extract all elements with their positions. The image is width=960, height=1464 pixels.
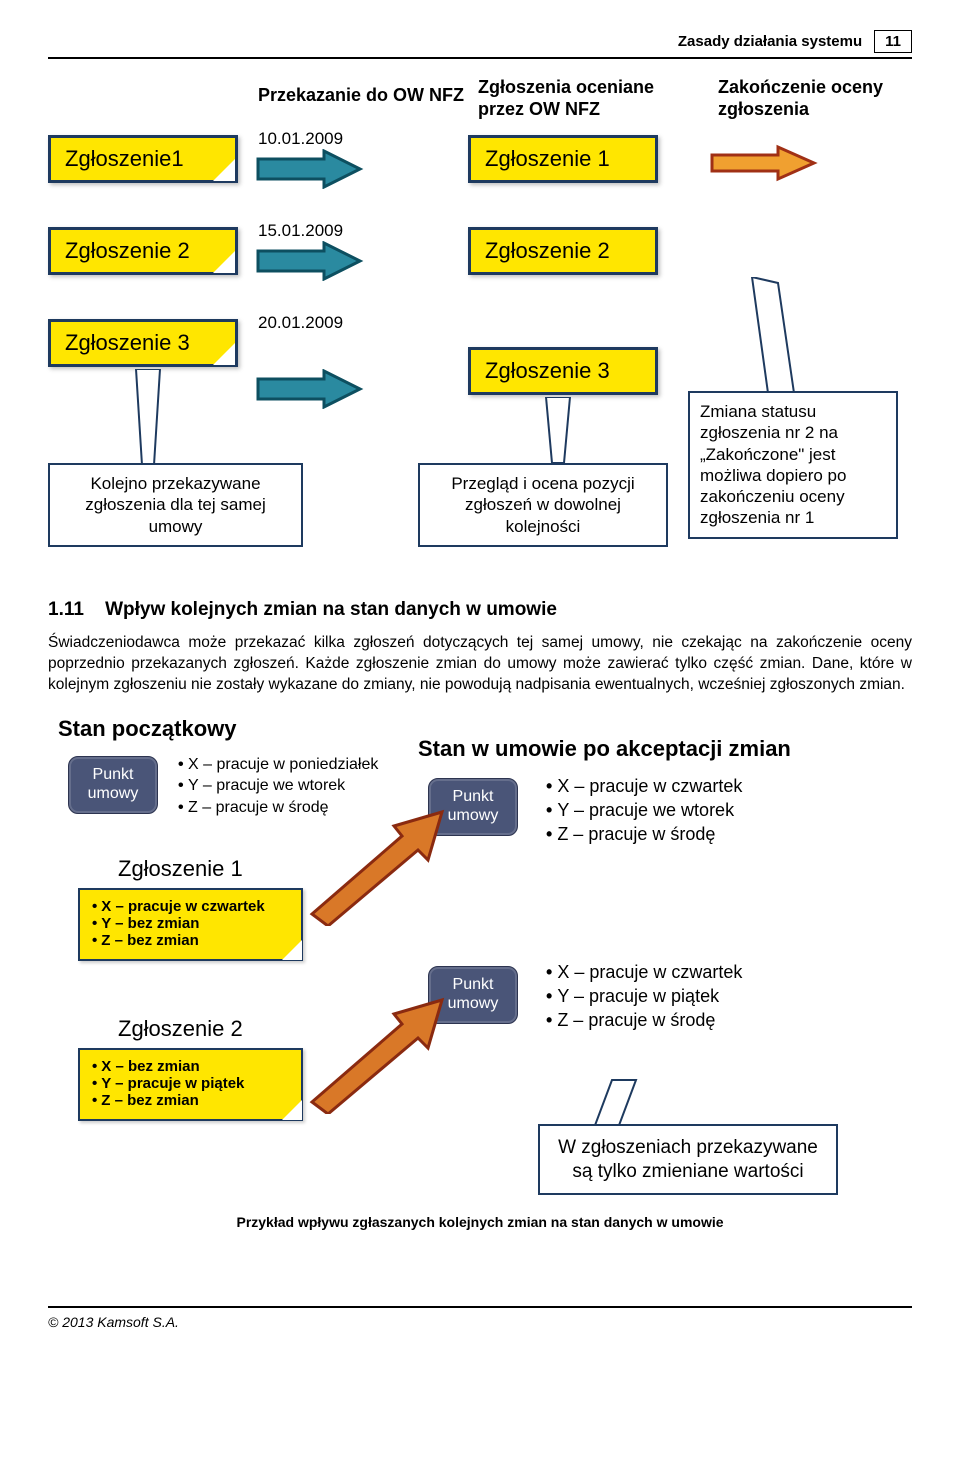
teal-arrow-icon: [254, 149, 364, 189]
section-title: Wpływ kolejnych zmian na stan danych w u…: [105, 599, 557, 620]
d2-zg1-title: Zgłoszenie 1: [118, 856, 243, 882]
section-heading: 1.11 Wpływ kolejnych zmian na stan danyc…: [48, 599, 912, 621]
d1-col-left: Przekazanie do OW NFZ: [258, 85, 468, 107]
d2-zg2-title: Zgłoszenie 2: [118, 1016, 243, 1042]
callout-pointer-icon: [748, 277, 808, 397]
d2-zg2-box: X – bez zmian Y – pracuje w piątek Z – b…: [78, 1048, 303, 1121]
d1-date-1: 10.01.2009: [258, 129, 343, 149]
d1-col-right: Zakończenie oceny zgłoszenia: [718, 77, 918, 120]
page-footer: © 2013 Kamsoft S.A.: [48, 1306, 912, 1330]
d1-left-1: Zgłoszenie1: [48, 135, 238, 183]
header-title: Zasady działania systemu: [678, 33, 862, 50]
d1-mid-1: Zgłoszenie 1: [468, 135, 658, 183]
callout-pointer-icon: [128, 369, 168, 469]
orange-arrow-icon: [306, 994, 446, 1114]
d2-after2-list: X – pracuje w czwartek Y – pracuje w pią…: [546, 960, 742, 1033]
page-header: Zasady działania systemu 11: [48, 30, 912, 59]
diagram-example: Stan początkowy Stan w umowie po akcepta…: [48, 716, 912, 1276]
orange-arrow-icon: [306, 806, 446, 926]
d1-callout-mid: Przegląd i ocena pozycji zgłoszeń w dowo…: [418, 463, 668, 547]
d1-mid-3: Zgłoszenie 3: [468, 347, 658, 395]
d1-callout-right: Zmiana statusu zgłoszenia nr 2 na „Zakoń…: [688, 391, 898, 539]
d2-left-heading: Stan początkowy: [58, 716, 236, 742]
callout-pointer-icon: [538, 397, 578, 467]
header-page-number: 11: [874, 30, 912, 53]
d1-date-2: 15.01.2009: [258, 221, 343, 241]
d2-right-heading: Stan w umowie po akceptacji zmian: [418, 736, 791, 762]
d1-left-3: Zgłoszenie 3: [48, 319, 238, 367]
orange-arrow-icon: [708, 143, 818, 183]
d2-after1-list: X – pracuje w czwartek Y – pracuje we wt…: [546, 774, 742, 847]
punkt-box: Punkt umowy: [68, 756, 158, 814]
section-num: 1.11: [48, 599, 84, 620]
section-body: Świadczeniodawca może przekazać kilka zg…: [48, 633, 912, 696]
teal-arrow-icon: [254, 369, 364, 409]
d2-caption: Przykład wpływu zgłaszanych kolejnych zm…: [48, 1214, 912, 1230]
d2-zg1-box: X – pracuje w czwartek Y – bez zmian Z –…: [78, 888, 303, 961]
d1-left-2: Zgłoszenie 2: [48, 227, 238, 275]
diagram-flow: Przekazanie do OW NFZ Zgłoszenia ocenian…: [48, 77, 912, 577]
d1-mid-2: Zgłoszenie 2: [468, 227, 658, 275]
teal-arrow-icon: [254, 241, 364, 281]
d1-col-mid: Zgłoszenia oceniane przez OW NFZ: [478, 77, 688, 120]
d2-note: W zgłoszeniach przekazywane są tylko zmi…: [538, 1124, 838, 1196]
d1-callout-left: Kolejno przekazywane zgłoszenia dla tej …: [48, 463, 303, 547]
d1-date-3: 20.01.2009: [258, 313, 343, 333]
